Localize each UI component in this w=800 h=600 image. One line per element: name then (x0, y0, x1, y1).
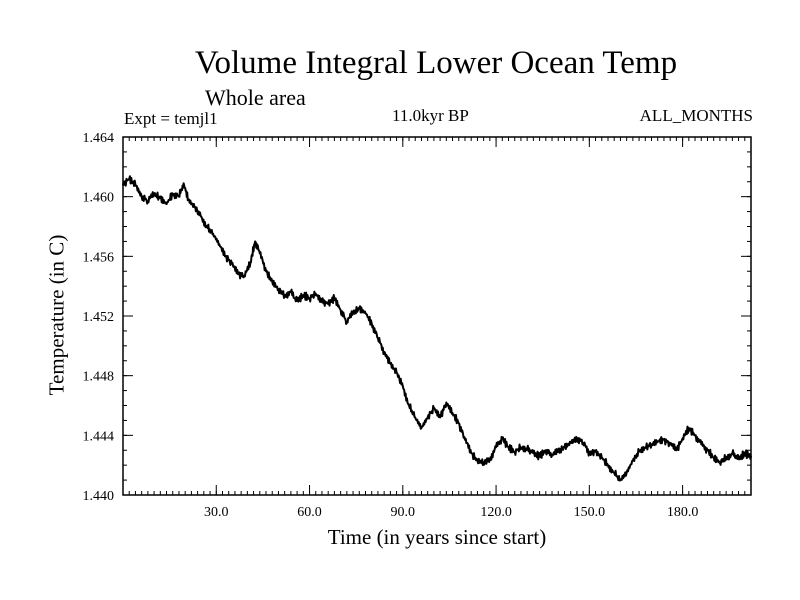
x-tick-label: 150.0 (574, 505, 606, 520)
plot-frame (122, 136, 752, 496)
series-layer (122, 175, 752, 482)
x-tick-label: 60.0 (297, 505, 322, 520)
y-tick-label: 1.440 (83, 489, 115, 504)
x-tick-label: 180.0 (667, 505, 699, 520)
y-tick-label: 1.460 (83, 191, 115, 206)
y-tick-label: 1.464 (83, 131, 115, 146)
chart-title: Volume Integral Lower Ocean Temp (194, 45, 678, 81)
axis-tick-labels: 30.0 60.0 90.0 120.0 150.0 180.0 1.440 1.444 1.4… (83, 131, 699, 520)
months-annotation: ALL_MONTHS (639, 106, 753, 125)
x-tick-label: 90.0 (391, 505, 416, 520)
experiment-annotation: Expt = temjl1 (124, 109, 218, 128)
chart-subtitle: Whole area (205, 85, 306, 110)
y-tick-label: 1.444 (83, 429, 115, 444)
x-tick-label: 30.0 (204, 505, 229, 520)
y-tick-label: 1.448 (83, 370, 115, 385)
x-tick-label: 120.0 (480, 505, 512, 520)
period-annotation: 11.0kyr BP (392, 106, 469, 125)
y-tick-label: 1.456 (83, 250, 115, 265)
x-axis-label: Time (in years since start) (327, 525, 547, 549)
y-tick-label: 1.452 (83, 310, 115, 325)
temperature-series-line (122, 175, 752, 482)
